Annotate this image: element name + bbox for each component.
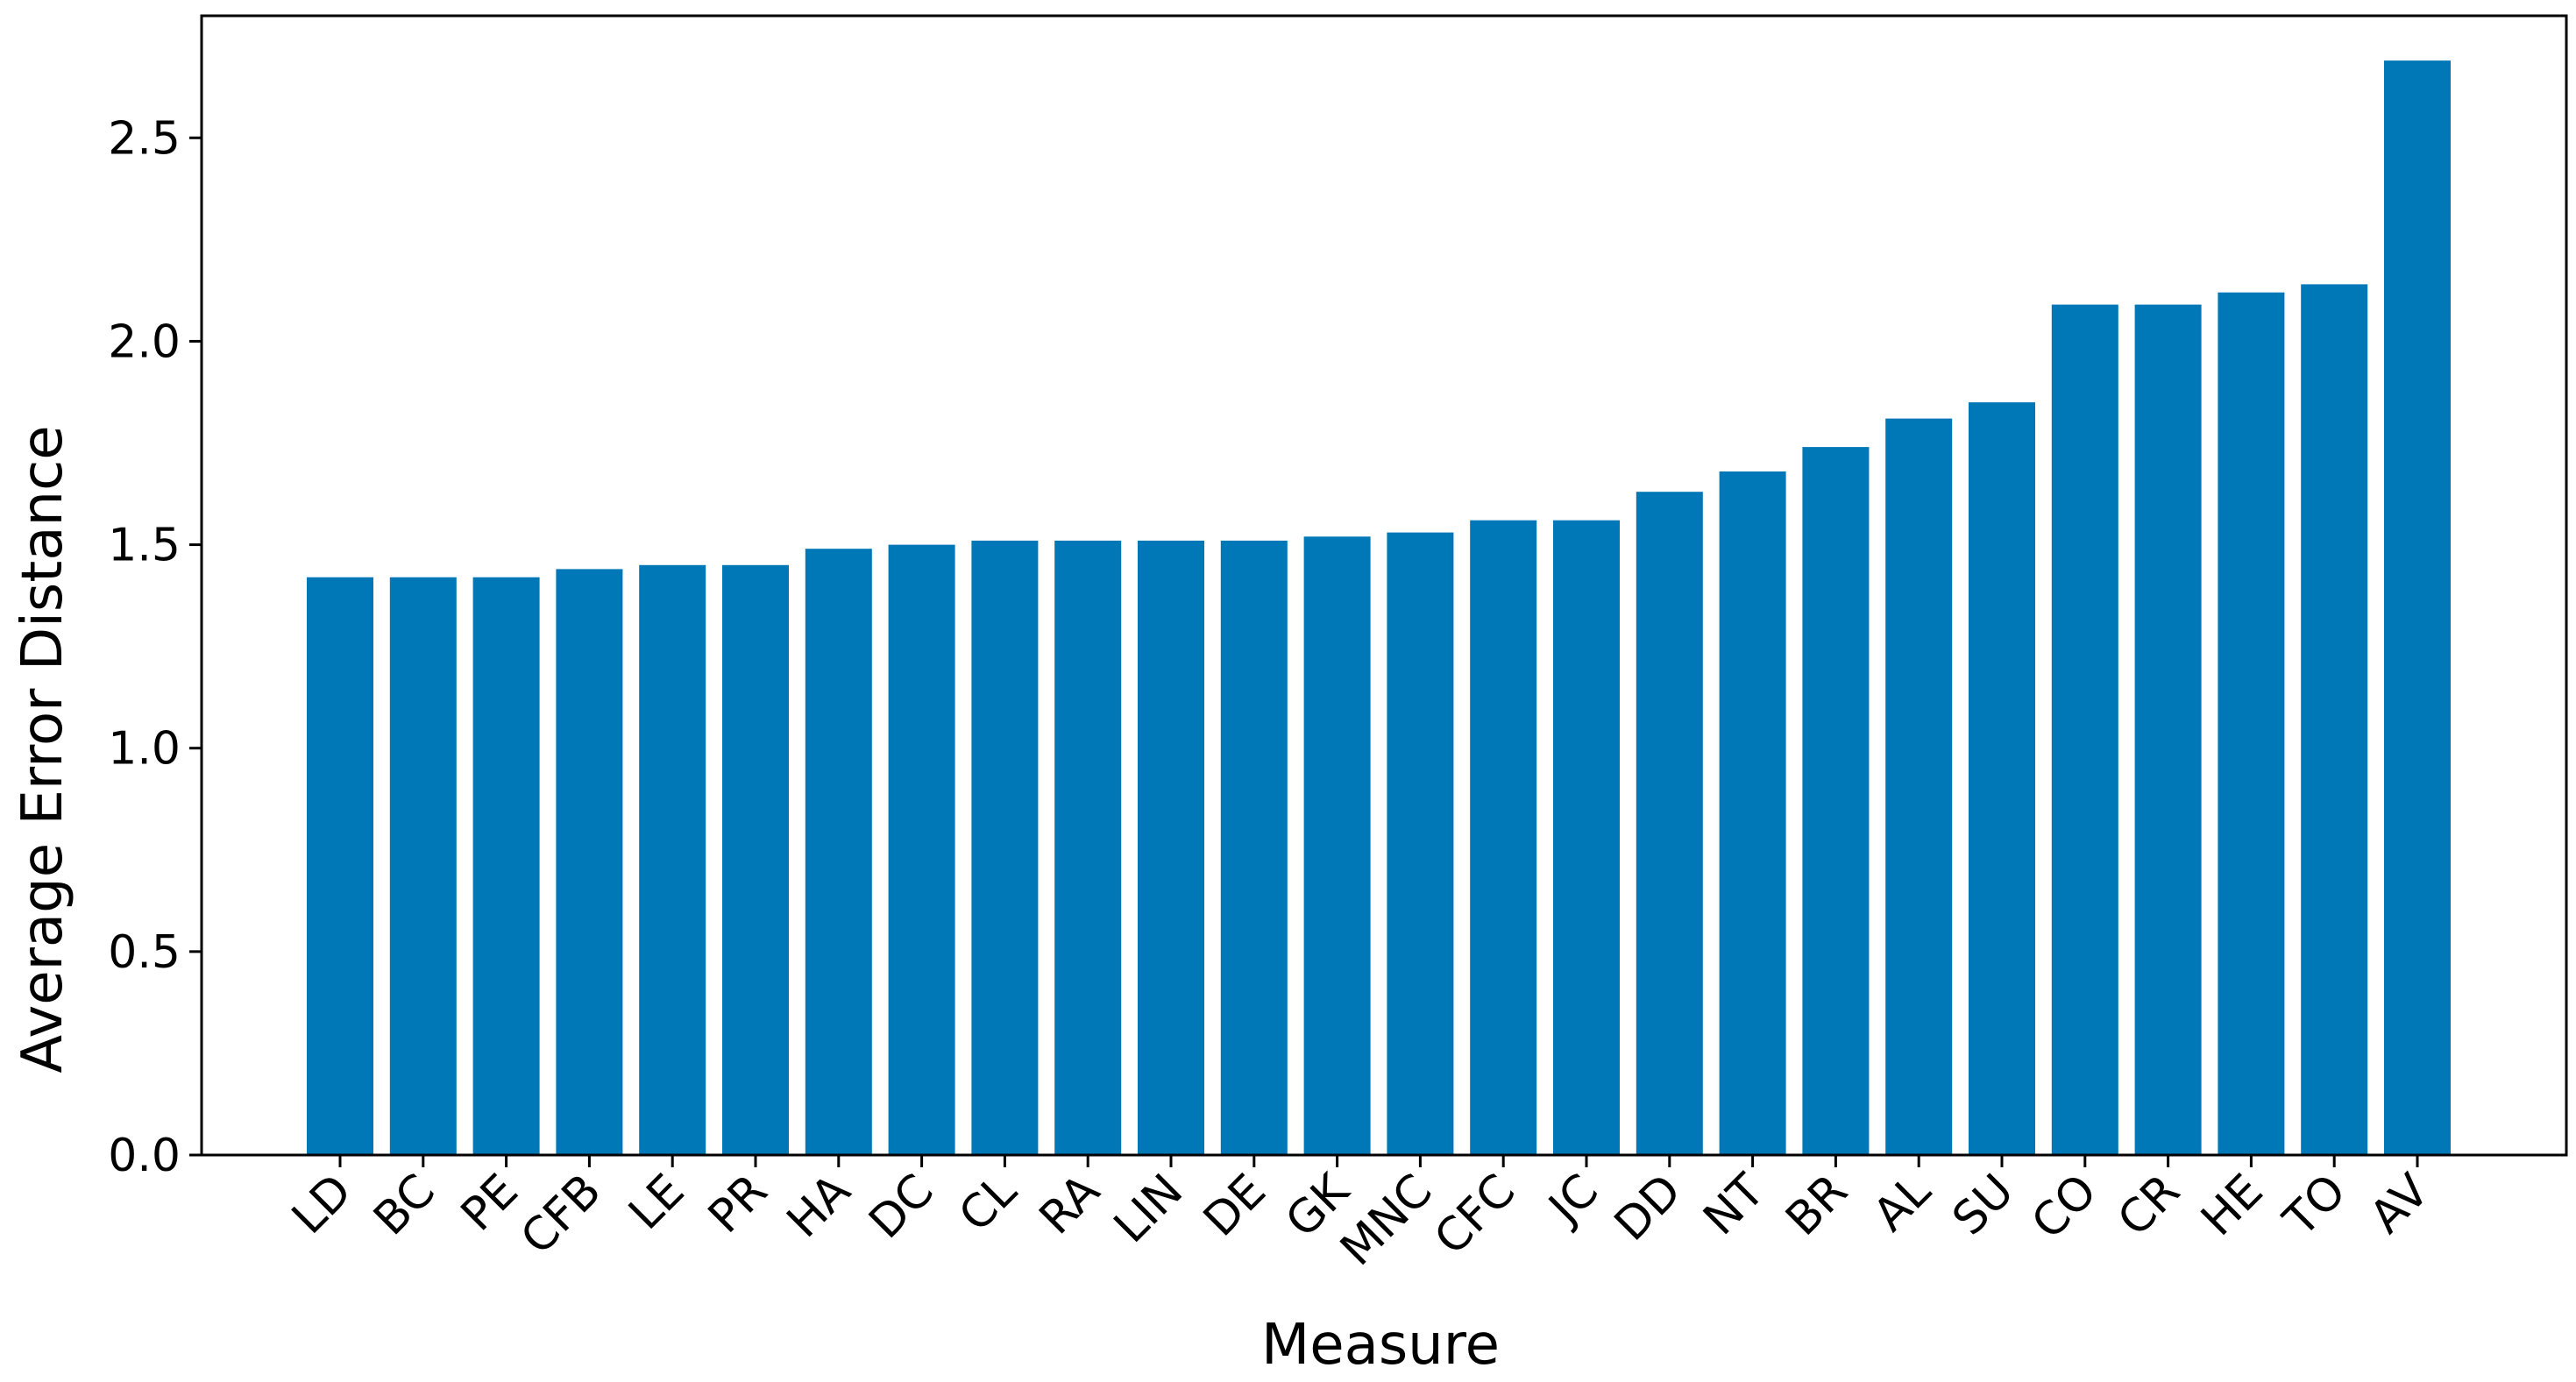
bar-ra <box>1054 540 1122 1155</box>
bar-dc <box>888 544 955 1155</box>
bar-co <box>2051 304 2118 1156</box>
bar-jc <box>1553 520 1620 1155</box>
plot-frame <box>200 14 2568 1157</box>
bar-mnc <box>1387 532 1454 1155</box>
bar-nt <box>1719 471 1786 1155</box>
y-tick-label: 2.0 <box>108 315 181 368</box>
bar-lin <box>1138 540 1204 1155</box>
bar-cfc <box>1470 520 1537 1155</box>
bar-av <box>2384 60 2451 1156</box>
bar-su <box>1969 402 2035 1156</box>
y-tick-label: 0.0 <box>108 1130 181 1182</box>
bar-cr <box>2134 304 2202 1156</box>
bar-he <box>2218 292 2285 1155</box>
bar-al <box>1885 418 1953 1156</box>
bars-layer <box>307 60 2451 1156</box>
bar-to <box>2301 284 2368 1155</box>
bar-pr <box>722 564 789 1155</box>
bar-cl <box>971 540 1039 1155</box>
bar-de <box>1220 540 1288 1155</box>
y-tick-label: 1.0 <box>108 723 181 776</box>
y-tick-label: 0.5 <box>108 926 181 979</box>
bar-dd <box>1636 492 1703 1155</box>
bar-le <box>639 564 706 1155</box>
bar-bc <box>389 577 457 1155</box>
y-tick-label: 2.5 <box>108 112 181 165</box>
bar-br <box>1802 447 1870 1156</box>
bar-cfb <box>556 569 623 1155</box>
y-axis-label: Average Error Distance <box>11 425 75 1073</box>
bar-gk <box>1303 536 1371 1155</box>
y-tick-label: 1.5 <box>108 520 181 572</box>
bar-ha <box>805 549 872 1155</box>
bar-pe <box>472 577 540 1155</box>
x-axis-label: Measure <box>1261 1313 1500 1378</box>
bar-ld <box>307 577 373 1155</box>
